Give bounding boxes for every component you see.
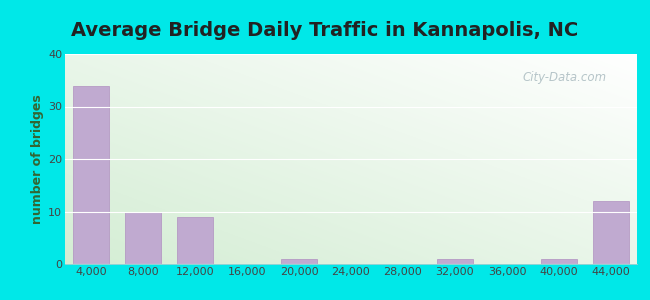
Bar bbox=[73, 85, 109, 264]
Bar bbox=[177, 217, 213, 264]
Bar bbox=[125, 212, 161, 264]
Text: City-Data.com: City-Data.com bbox=[523, 71, 606, 84]
Bar bbox=[541, 259, 577, 264]
Text: Average Bridge Daily Traffic in Kannapolis, NC: Average Bridge Daily Traffic in Kannapol… bbox=[72, 21, 578, 40]
Bar bbox=[281, 259, 317, 264]
Bar bbox=[593, 201, 629, 264]
Bar bbox=[437, 259, 473, 264]
Y-axis label: number of bridges: number of bridges bbox=[31, 94, 44, 224]
